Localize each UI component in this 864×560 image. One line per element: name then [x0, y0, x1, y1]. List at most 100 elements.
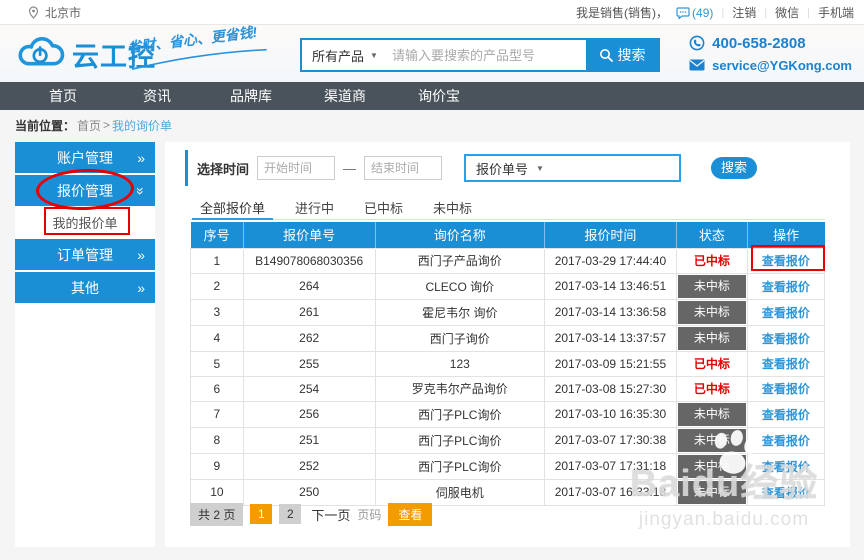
- cell-quote-no: 261: [242, 298, 376, 326]
- cell-quote-time: 2017-03-29 17:44:40: [543, 247, 677, 274]
- tab[interactable]: 未中标: [433, 201, 473, 216]
- chevron-double-right-icon: »: [137, 279, 145, 296]
- quote-number-select-label: 报价单号: [476, 161, 529, 177]
- sidebar-subitem[interactable]: 我的报价单: [15, 208, 155, 237]
- sidebar-item[interactable]: 订单管理 »: [15, 239, 155, 270]
- sidebar-item-label: 订单管理: [57, 246, 113, 263]
- table-header-cell: 操作: [747, 222, 825, 248]
- nav-item[interactable]: 询价宝: [418, 88, 460, 104]
- phone-icon: [689, 35, 705, 51]
- cell-action: 查看报价: [746, 298, 826, 326]
- view-quote-link[interactable]: 查看报价: [761, 407, 810, 422]
- view-quote-link[interactable]: 查看报价: [761, 279, 810, 294]
- cell-action: 查看报价: [746, 247, 826, 274]
- table-row: 9 252 西门子PLC询价 2017-03-07 17:31:18 未中标 查看报价: [190, 452, 826, 480]
- mobile-site-link[interactable]: 手机端: [817, 6, 854, 20]
- tab[interactable]: 全部报价单: [191, 194, 274, 220]
- contact-info: 400-658-2808 service@YGKong.com: [689, 32, 852, 76]
- sidebar-menu: 账户管理 » 报价管理 » 我的报价单 订单管理 » 其他 »: [15, 142, 155, 547]
- logout-link[interactable]: 注销: [732, 6, 757, 20]
- view-quote-link[interactable]: 查看报价: [761, 305, 810, 320]
- sidebar-item-label: 报价管理: [57, 182, 113, 199]
- nav-item[interactable]: 品牌库: [230, 88, 272, 104]
- product-search-box: 所有产品 ▼ 搜索: [300, 38, 660, 72]
- cell-quote-time: 2017-03-09 15:21:55: [543, 350, 677, 377]
- table-row: 4 262 西门子询价 2017-03-14 13:37:57 未中标 查看报价: [190, 324, 826, 352]
- email-icon: [689, 59, 705, 71]
- cell-quote-no: 254: [242, 375, 376, 402]
- cell-status: 未中标: [675, 426, 748, 454]
- view-quote-link[interactable]: 查看报价: [761, 357, 810, 371]
- search-input[interactable]: [387, 40, 586, 70]
- view-quote-link[interactable]: 查看报价: [761, 459, 810, 474]
- go-to-page-button[interactable]: 查看: [388, 502, 433, 526]
- next-page-button[interactable]: 下一页: [311, 507, 351, 523]
- table-row: 7 256 西门子PLC询价 2017-03-10 16:35:30 未中标 查看报价: [190, 400, 826, 428]
- messages-link[interactable]: (49): [676, 6, 713, 20]
- date-range-dash: —: [343, 160, 357, 176]
- view-quote-link[interactable]: 查看报价: [761, 485, 810, 500]
- cell-status: 已中标: [675, 247, 748, 274]
- cell-quote-time: 2017-03-14 13:46:51: [543, 272, 677, 300]
- sidebar-item-label: 其他: [71, 279, 99, 296]
- tab[interactable]: 已中标: [364, 201, 404, 216]
- cell-inquiry-name: 西门子PLC询价: [374, 400, 545, 428]
- view-quote-link[interactable]: 查看报价: [761, 433, 810, 448]
- page-number-button[interactable]: 2: [279, 504, 302, 524]
- message-count: (49): [692, 5, 714, 20]
- search-button-label: 搜索: [617, 47, 646, 63]
- cell-status: 未中标: [675, 400, 748, 428]
- cell-inquiry-name: 霍尼韦尔 询价: [374, 298, 545, 326]
- wechat-link[interactable]: 微信: [775, 6, 800, 20]
- quote-number-select[interactable]: 报价单号 ▼: [464, 154, 682, 182]
- cell-quote-no: 264: [242, 272, 376, 300]
- breadcrumb-home-link[interactable]: 首页: [77, 118, 102, 133]
- sidebar-item[interactable]: 账户管理 »: [15, 142, 155, 173]
- filter-accent-bar: [185, 150, 188, 186]
- cell-quote-no: 262: [242, 324, 376, 352]
- view-quote-link[interactable]: 查看报价: [761, 331, 810, 346]
- quotes-table: 序号 报价单号 询价名称 报价时间 状态 操作 1 B149078068030356 西门子产…: [190, 222, 826, 506]
- chevron-down-icon: ▼: [370, 50, 378, 60]
- cell-quote-no: B149078068030356: [242, 247, 376, 274]
- page-number-input-label[interactable]: 页码: [357, 507, 382, 522]
- end-time-input[interactable]: [364, 156, 443, 180]
- cell-quote-time: 2017-03-07 17:31:18: [543, 452, 677, 480]
- page-number-button[interactable]: 1: [250, 504, 273, 524]
- cell-action: 查看报价: [746, 272, 826, 300]
- table-header-cell: 序号: [190, 222, 244, 248]
- time-filter-label: 选择时间: [197, 161, 250, 177]
- nav-item[interactable]: 资讯: [143, 88, 171, 104]
- status-lost-badge: 未中标: [677, 428, 746, 452]
- search-button[interactable]: 搜索: [586, 40, 658, 70]
- nav-item[interactable]: 首页: [49, 88, 77, 104]
- cell-quote-time: 2017-03-08 15:27:30: [543, 375, 677, 402]
- sidebar-item[interactable]: 报价管理 »: [15, 175, 155, 206]
- user-label: 我是销售(销售)，: [576, 6, 669, 20]
- cell-status: 未中标: [675, 324, 748, 352]
- site-header: 云工控 省财、省心、更省钱! 所有产品 ▼ 搜索: [0, 24, 864, 82]
- view-quote-link[interactable]: 查看报价: [761, 254, 810, 268]
- table-header-row: 序号 报价单号 询价名称 报价时间 状态 操作: [190, 222, 825, 248]
- city-selector[interactable]: 北京市: [28, 0, 81, 25]
- cell-status: 未中标: [675, 298, 748, 326]
- slogan: 省财、省心、更省钱!: [126, 21, 270, 77]
- view-quote-link[interactable]: 查看报价: [761, 382, 810, 396]
- search-category-dropdown[interactable]: 所有产品 ▼: [302, 40, 388, 70]
- cell-quote-no: 255: [242, 350, 376, 377]
- sidebar-item[interactable]: 其他 »: [15, 272, 155, 303]
- table-row: 5 255 123 2017-03-09 15:21:55 已中标 查看报价: [190, 350, 826, 377]
- cell-no: 7: [190, 400, 244, 428]
- email-address: service@YGKong.com: [712, 57, 852, 73]
- location-pin-icon: [28, 6, 39, 19]
- cell-action: 查看报价: [746, 324, 826, 352]
- tab[interactable]: 进行中: [295, 201, 335, 216]
- nav-item[interactable]: 渠道商: [324, 88, 366, 104]
- cell-no: 3: [190, 298, 244, 326]
- start-time-input[interactable]: [257, 156, 336, 180]
- breadcrumb-current: 我的询价单: [112, 118, 173, 133]
- cell-status: 已中标: [675, 375, 748, 402]
- filter-search-button[interactable]: 搜索: [711, 157, 758, 179]
- cell-quote-no: 252: [242, 452, 376, 480]
